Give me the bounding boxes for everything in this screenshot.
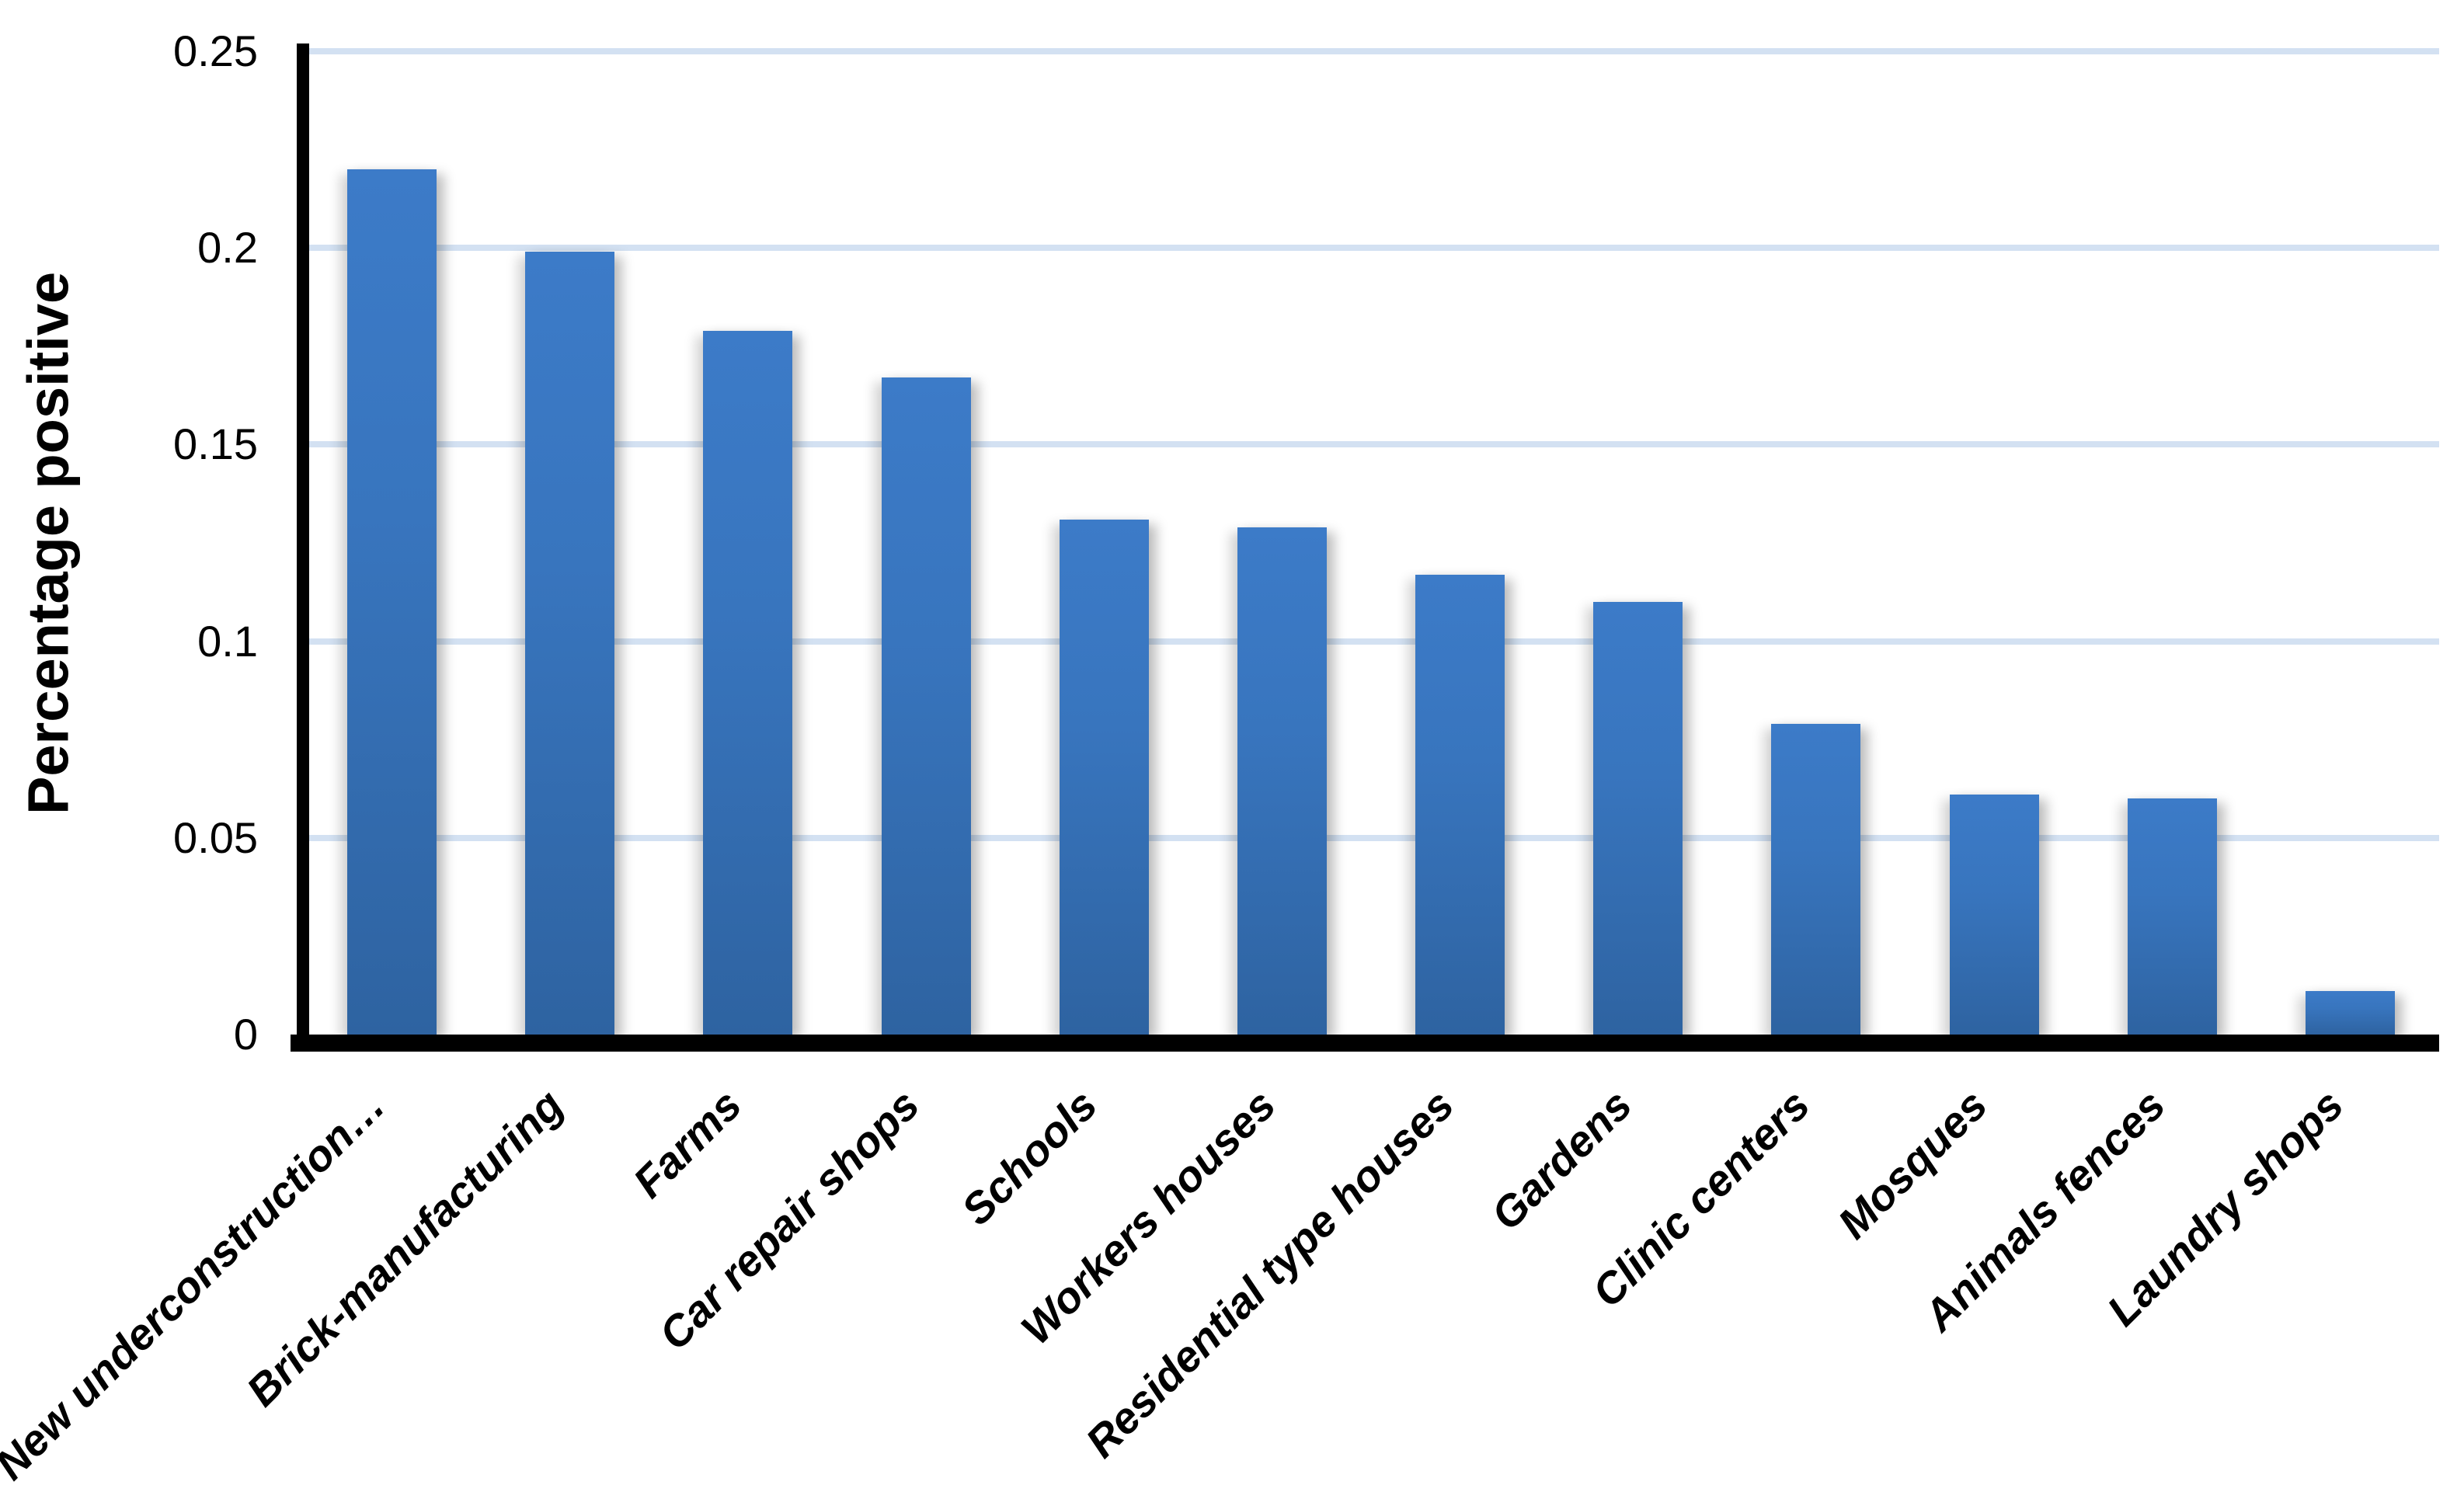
bar-2 <box>525 252 615 1035</box>
bar-slot <box>1015 51 1193 1035</box>
bar-4 <box>881 377 971 1035</box>
x-category-label: Mosques <box>1829 1080 1997 1248</box>
bar-slot <box>1549 51 1727 1035</box>
gridline <box>303 48 2439 54</box>
gridline <box>303 441 2439 448</box>
bar-11 <box>2127 798 2217 1035</box>
plot-area: 0 0.05 0.1 0.15 0.2 0.25 New underconstructio… <box>0 26 2439 1489</box>
bar-10 <box>1949 795 2039 1035</box>
bar-1 <box>347 169 437 1035</box>
gridline <box>303 638 2439 645</box>
bar-5 <box>1059 519 1149 1035</box>
y-tick-label: 0.15 <box>173 419 258 469</box>
gridline <box>303 245 2439 252</box>
y-axis-line <box>297 43 309 1050</box>
bar-3 <box>703 330 793 1035</box>
bar-slot <box>1905 51 2083 1035</box>
bar-slot <box>1727 51 1905 1035</box>
y-tick-label: 0.05 <box>173 812 258 862</box>
x-category-label: Brick-manufacturing <box>237 1080 572 1416</box>
bar-slot <box>481 51 659 1035</box>
x-category-label: Gardens <box>1481 1080 1641 1240</box>
y-tick-label: 0 <box>233 1010 258 1059</box>
bar-9 <box>1771 723 1861 1035</box>
bar-7 <box>1415 574 1505 1035</box>
bar-slot <box>2083 51 2261 1035</box>
bar-slot <box>1371 51 1549 1035</box>
y-tick-label: 0.2 <box>197 223 258 273</box>
y-axis-title: Percentage positive <box>16 271 81 815</box>
x-category-label: Residential type houses <box>1075 1080 1463 1467</box>
bar-6 <box>1237 527 1327 1035</box>
bar-slot <box>659 51 837 1035</box>
y-tick-label: 0.1 <box>197 616 258 666</box>
bar-slot <box>303 51 481 1035</box>
bar-8 <box>1593 601 1683 1035</box>
gridline <box>303 834 2439 841</box>
bar-12 <box>2305 991 2395 1035</box>
bar-slot <box>1193 51 1371 1035</box>
x-category-label: Farms <box>623 1080 751 1207</box>
bar-slot <box>2261 51 2439 1035</box>
bar-slot <box>837 51 1015 1035</box>
y-tick-label: 0.25 <box>173 26 258 75</box>
x-axis-line <box>291 1035 2439 1052</box>
x-category-label: Schools <box>952 1080 1107 1235</box>
bars-layer <box>303 51 2439 1035</box>
